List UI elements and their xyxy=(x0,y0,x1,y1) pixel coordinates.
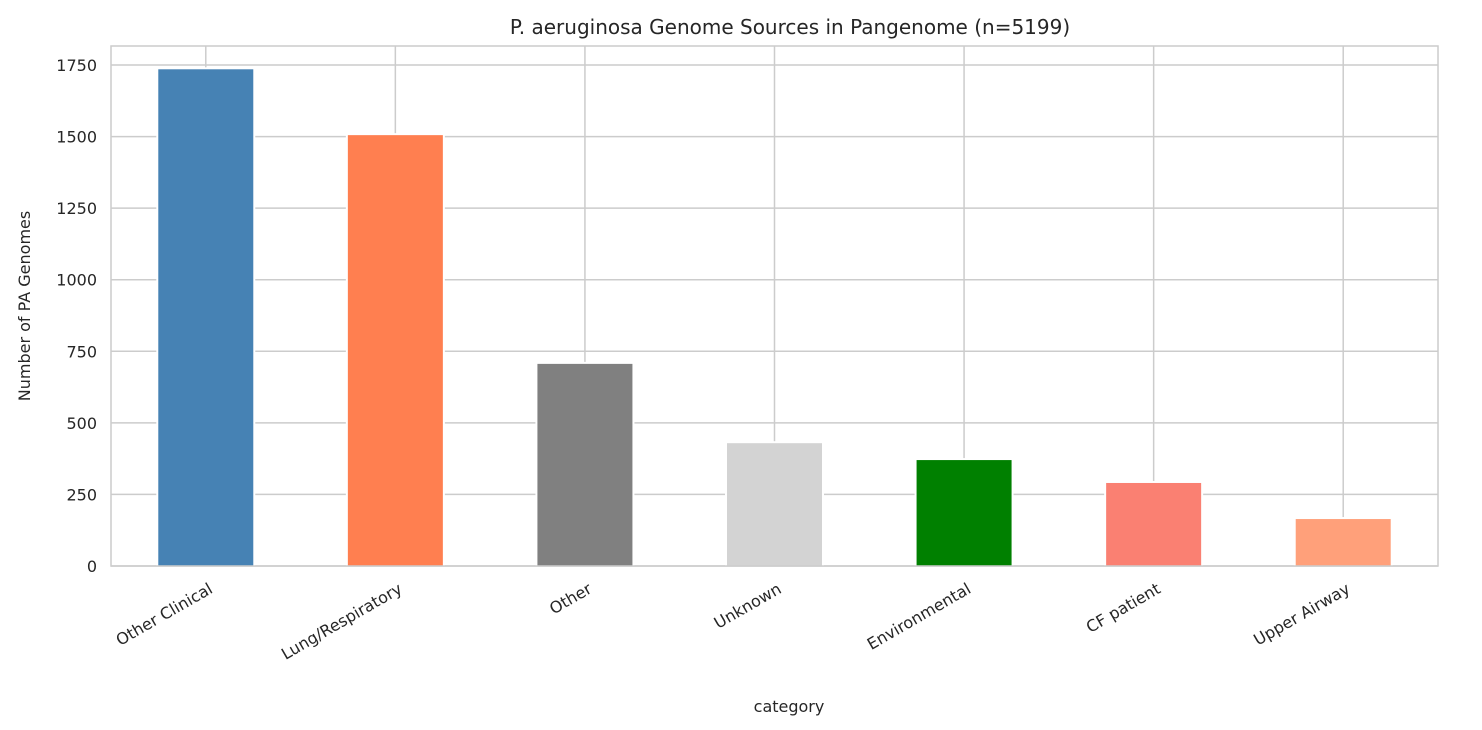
chart-title: P. aeruginosa Genome Sources in Pangenom… xyxy=(510,15,1070,39)
y-tick-label: 250 xyxy=(66,485,97,504)
bar xyxy=(727,443,822,566)
y-tick-label: 0 xyxy=(87,557,97,576)
bar xyxy=(916,460,1012,566)
bar xyxy=(1295,519,1391,566)
y-tick-label: 500 xyxy=(66,414,97,433)
y-tick-label: 750 xyxy=(66,342,97,361)
x-tick-label: Other xyxy=(546,579,595,618)
bar xyxy=(347,135,443,566)
bar xyxy=(537,363,633,566)
y-tick-label: 1500 xyxy=(56,128,97,147)
y-axis-ticks: 0 250 500 750 1000 1250 1500 1750 xyxy=(56,56,97,576)
x-tick-label: Environmental xyxy=(864,579,974,654)
x-tick-label: CF patient xyxy=(1083,579,1164,637)
grid xyxy=(111,46,1438,567)
y-tick-label: 1000 xyxy=(56,271,97,290)
bar xyxy=(158,69,254,567)
x-axis-label: category xyxy=(754,697,825,716)
x-tick-label: Other Clinical xyxy=(113,579,216,650)
x-axis-ticks: Other Clinical Lung/Respiratory Other Unkno… xyxy=(113,579,1354,664)
y-axis-label: Number of PA Genomes xyxy=(15,211,34,401)
y-tick-label: 1750 xyxy=(56,56,97,75)
bar xyxy=(1106,482,1202,566)
x-tick-label: Lung/Respiratory xyxy=(278,579,405,664)
x-tick-label: Upper Airway xyxy=(1250,579,1353,649)
plot-frame xyxy=(110,45,1439,567)
x-tick-label: Unknown xyxy=(711,579,785,633)
bars xyxy=(156,67,1393,567)
y-tick-label: 1250 xyxy=(56,199,97,218)
